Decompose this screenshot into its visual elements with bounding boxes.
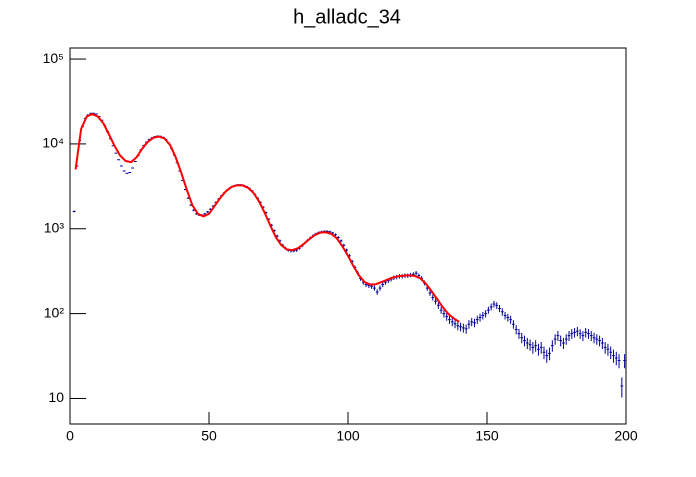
data-point	[131, 167, 134, 168]
y-tick-label: 10²	[44, 304, 65, 320]
chart-title: h_alladc_34	[293, 6, 401, 28]
x-tick-label: 50	[201, 428, 217, 444]
data-point	[128, 172, 131, 173]
x-tick-label: 150	[475, 428, 499, 444]
data-point	[117, 159, 120, 160]
data-point	[114, 153, 117, 154]
x-tick-label: 200	[614, 428, 638, 444]
data-point	[123, 170, 126, 171]
data-point	[134, 161, 137, 162]
x-tick-label: 100	[336, 428, 360, 444]
y-tick-label: 10⁴	[42, 135, 64, 151]
data-point	[126, 173, 129, 174]
y-tick-label: 10³	[44, 219, 65, 235]
x-tick-label: 0	[66, 428, 74, 444]
y-tick-label: 10	[48, 389, 64, 405]
data-point	[120, 165, 123, 166]
y-tick-label: 10⁵	[43, 50, 64, 66]
